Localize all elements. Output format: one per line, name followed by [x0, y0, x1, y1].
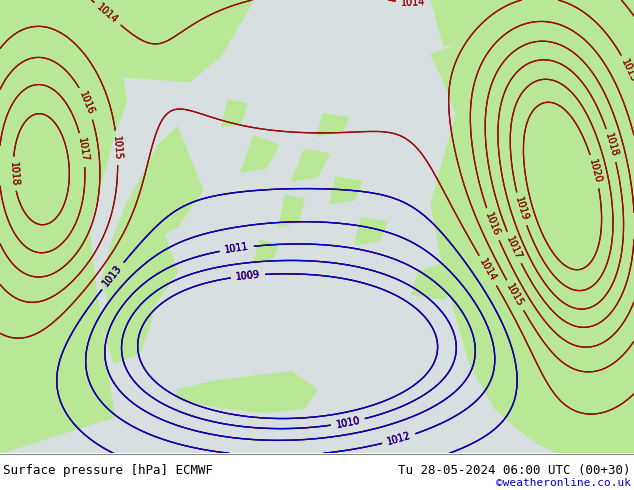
Text: 1014: 1014	[95, 2, 120, 25]
Polygon shape	[355, 218, 387, 245]
Text: 1014: 1014	[95, 2, 120, 25]
Polygon shape	[330, 177, 361, 204]
Text: 1010: 1010	[335, 415, 361, 430]
Text: Tu 28-05-2024 06:00 UTC (00+30): Tu 28-05-2024 06:00 UTC (00+30)	[398, 465, 631, 477]
Text: 1015: 1015	[619, 57, 634, 84]
Polygon shape	[241, 136, 279, 172]
Text: 1009: 1009	[235, 270, 261, 282]
Text: 1009: 1009	[235, 270, 261, 282]
Text: Surface pressure [hPa] ECMWF: Surface pressure [hPa] ECMWF	[3, 465, 213, 477]
Text: 1011: 1011	[224, 242, 250, 255]
Text: 1015: 1015	[505, 282, 526, 309]
Text: 1011: 1011	[224, 242, 250, 255]
Text: 1019: 1019	[513, 196, 529, 222]
Polygon shape	[0, 0, 634, 453]
Text: 1012: 1012	[385, 431, 412, 447]
Text: 1016: 1016	[484, 211, 501, 238]
Polygon shape	[317, 113, 349, 136]
Text: 1016: 1016	[77, 90, 96, 117]
Polygon shape	[254, 240, 279, 263]
Text: 1014: 1014	[477, 257, 498, 284]
Text: 1016: 1016	[484, 211, 501, 238]
Text: 1018: 1018	[8, 161, 20, 186]
Text: 1017: 1017	[504, 234, 524, 261]
Text: 1009: 1009	[235, 270, 261, 282]
Text: 1013: 1013	[101, 263, 124, 289]
Text: 1015: 1015	[111, 135, 123, 160]
Polygon shape	[292, 149, 330, 181]
Text: 1010: 1010	[335, 415, 361, 430]
Polygon shape	[431, 0, 634, 453]
Text: 1014: 1014	[477, 257, 498, 284]
Text: 1013: 1013	[101, 263, 124, 289]
Text: 1012: 1012	[385, 431, 412, 447]
Text: 1018: 1018	[603, 132, 619, 159]
Text: 1014: 1014	[401, 0, 425, 8]
Text: 1013: 1013	[101, 263, 124, 289]
Text: 1020: 1020	[587, 158, 603, 185]
Text: 1017: 1017	[76, 137, 90, 163]
Polygon shape	[178, 371, 317, 413]
Polygon shape	[101, 263, 152, 363]
Polygon shape	[279, 195, 304, 226]
Text: 1015: 1015	[505, 282, 526, 309]
Polygon shape	[127, 127, 203, 249]
Polygon shape	[222, 99, 247, 127]
Text: 1015: 1015	[619, 57, 634, 84]
Text: 1017: 1017	[76, 137, 90, 163]
Polygon shape	[0, 0, 254, 82]
Text: 1018: 1018	[603, 132, 619, 159]
Text: 1016: 1016	[77, 90, 96, 117]
Text: ©weatheronline.co.uk: ©weatheronline.co.uk	[496, 478, 631, 488]
Text: 1011: 1011	[224, 242, 250, 255]
Text: 1019: 1019	[513, 196, 529, 222]
Polygon shape	[101, 181, 178, 318]
Polygon shape	[431, 0, 634, 46]
Text: 1018: 1018	[8, 161, 20, 186]
Text: 1014: 1014	[401, 0, 425, 8]
Polygon shape	[0, 0, 127, 453]
Text: 1012: 1012	[385, 431, 412, 447]
Text: 1017: 1017	[504, 234, 524, 261]
Text: 1015: 1015	[111, 135, 123, 160]
Text: 1010: 1010	[335, 415, 361, 430]
Text: 1020: 1020	[587, 158, 603, 185]
Polygon shape	[412, 263, 463, 299]
